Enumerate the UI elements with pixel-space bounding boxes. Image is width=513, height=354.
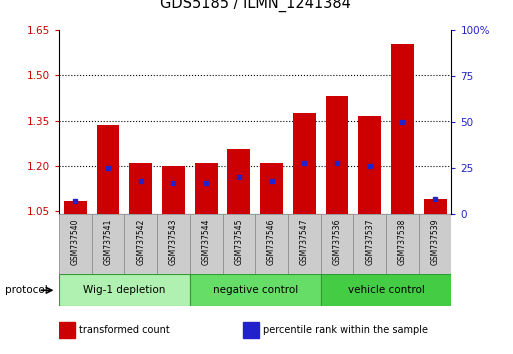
Bar [391,44,414,214]
Bar [96,125,120,214]
Bar [293,113,315,214]
Text: GSM737536: GSM737536 [332,219,342,266]
Bar [255,214,288,274]
Bar [124,214,157,274]
Bar [424,199,446,214]
Bar [129,163,152,214]
Text: GSM737538: GSM737538 [398,219,407,266]
Bar [223,214,255,274]
Bar [244,322,259,338]
Bar [321,274,451,306]
Bar [195,163,218,214]
Bar [353,214,386,274]
Text: GDS5185 / ILMN_1241384: GDS5185 / ILMN_1241384 [160,0,351,12]
Bar [321,214,353,274]
Bar [358,116,381,214]
Text: GSM737540: GSM737540 [71,219,80,266]
Bar [157,214,190,274]
Text: transformed count: transformed count [78,325,169,335]
Bar [386,214,419,274]
Text: GSM737544: GSM737544 [202,219,211,266]
Text: GSM737541: GSM737541 [104,219,112,266]
Bar [326,97,348,214]
Bar [64,201,87,214]
Text: GSM737537: GSM737537 [365,219,374,266]
Bar [59,274,190,306]
Text: GSM737539: GSM737539 [430,219,440,266]
Text: percentile rank within the sample: percentile rank within the sample [263,325,428,335]
Bar [190,214,223,274]
Text: GSM737547: GSM737547 [300,219,309,266]
Bar [59,214,92,274]
Text: vehicle control: vehicle control [348,285,424,295]
Bar [227,149,250,214]
Bar [419,214,451,274]
Bar [92,214,125,274]
Text: negative control: negative control [212,285,298,295]
Bar [288,214,321,274]
Bar [190,274,321,306]
Text: GSM737542: GSM737542 [136,219,145,266]
Text: GSM737543: GSM737543 [169,219,178,266]
Bar [260,163,283,214]
Bar [59,322,75,338]
Text: GSM737545: GSM737545 [234,219,243,266]
Text: GSM737546: GSM737546 [267,219,276,266]
Bar [162,166,185,214]
Text: Wig-1 depletion: Wig-1 depletion [83,285,166,295]
Text: protocol: protocol [5,285,48,295]
